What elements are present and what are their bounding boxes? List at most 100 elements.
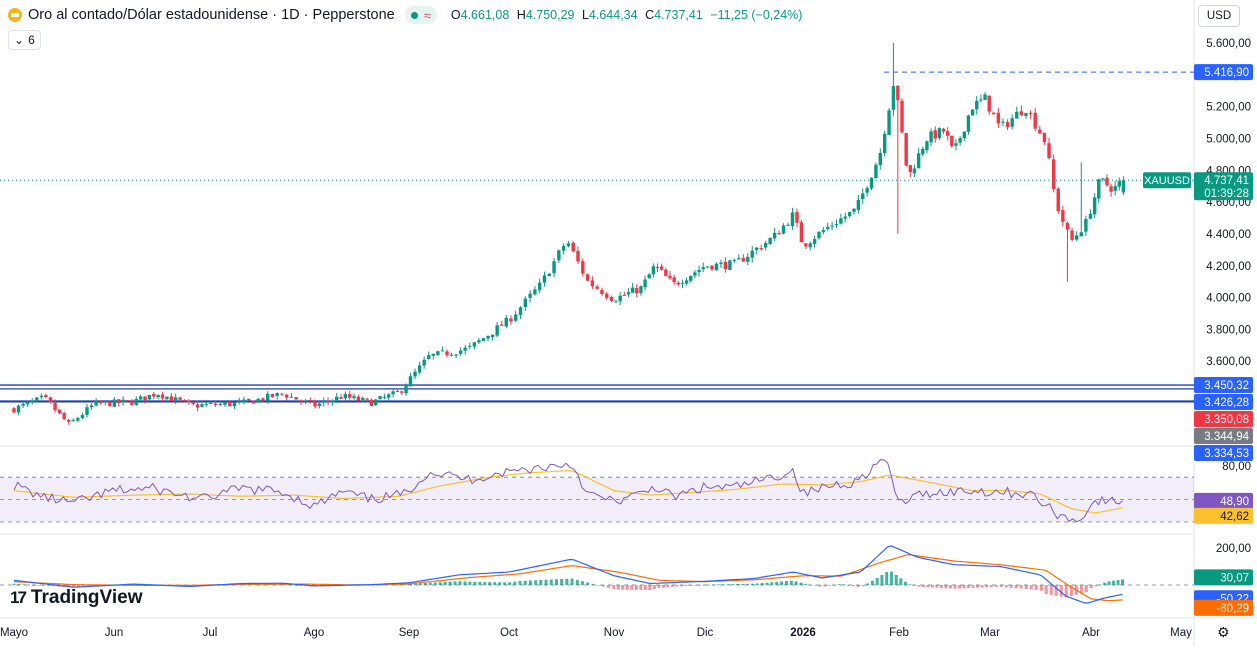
candle-body [668, 275, 672, 279]
macd-histogram-bar [1014, 585, 1018, 589]
indicators-toggle[interactable]: ⌄ 6 [8, 30, 41, 50]
price-tick-label: 4.200,00 [1206, 261, 1251, 273]
time-tick-label: 2026 [790, 627, 816, 639]
candle-body [71, 420, 76, 422]
macd-tick-label: 200,00 [1216, 543, 1251, 555]
rsi-ma-value-tag-label: 42,62 [1220, 511, 1249, 523]
macd-histogram-bar [76, 585, 80, 588]
price-tag-label: 3.426,28 [1204, 397, 1249, 409]
macd-histogram-bar [948, 585, 952, 589]
macd-histogram-bar [861, 585, 865, 587]
candle-body [571, 242, 575, 252]
symbol-title[interactable]: Oro al contado/Dólar estadounidense · 1D… [28, 7, 395, 23]
macd-histogram-bar [222, 584, 226, 586]
candle-body [618, 295, 622, 302]
candle-body [900, 100, 904, 133]
candle-body [912, 168, 917, 174]
macd-histogram-bar [818, 585, 822, 587]
macd-histogram-bar [1004, 585, 1008, 588]
macd-histogram-bar [847, 585, 851, 586]
macd-histogram-bar [707, 584, 711, 586]
macd-histogram-bar [1079, 585, 1083, 594]
rsi-ma-value-tag-bg [1194, 507, 1253, 524]
macd-histogram-bar [1044, 585, 1048, 595]
rsi-value-tag[interactable]: 48,90 [1194, 492, 1253, 509]
candle-body [689, 275, 693, 281]
macd-histogram-bar [866, 583, 870, 585]
macd-histogram-bar [999, 585, 1003, 587]
macd-signal-tag[interactable]: -80,29 [1194, 599, 1253, 616]
price-tag[interactable]: 3.350,08 [1194, 411, 1253, 428]
candle-body [1001, 121, 1005, 123]
candle-body [896, 85, 900, 101]
price-tag[interactable]: 3.334,53 [1194, 445, 1253, 462]
candle-body [251, 400, 256, 404]
candle-body [523, 298, 528, 307]
candle-body [777, 232, 781, 235]
macd-histogram-bar [784, 581, 788, 585]
last-price-value: 4.737,41 [1204, 175, 1249, 187]
candle-body [335, 396, 339, 401]
candle-body [322, 400, 326, 403]
macd-histogram-bar [448, 581, 452, 585]
candle-body [382, 396, 387, 398]
macd-histogram-bar [601, 585, 605, 587]
candle-body [878, 152, 882, 165]
macd-histogram-bar [560, 579, 564, 585]
candle-body [772, 232, 777, 239]
candle-body [941, 128, 946, 132]
macd-histogram-bar [832, 585, 836, 586]
macd-histogram-bar [612, 585, 616, 590]
candle-body [705, 266, 710, 268]
macd-histogram-bar [770, 582, 774, 585]
macd-histogram-bar [433, 582, 437, 585]
macd-histogram-bar [962, 585, 966, 589]
price-tag[interactable]: 3.450,32 [1194, 377, 1253, 394]
candle-body [1070, 230, 1074, 240]
candle-body [440, 350, 445, 352]
macd-histogram-bar [1103, 582, 1107, 585]
macd-histogram-bar [851, 585, 855, 587]
price-tag-label: 3.450,32 [1204, 380, 1249, 392]
candle-body [585, 274, 590, 281]
candle-body [590, 280, 595, 287]
candle-body [204, 403, 209, 405]
price-tag[interactable]: 5.416,90 [1194, 64, 1253, 81]
candle-body [48, 397, 53, 403]
rsi-ma-value-tag[interactable]: 42,62 [1194, 507, 1253, 524]
macd-histogram-bar [1054, 585, 1058, 596]
price-tag[interactable]: 3.426,28 [1194, 394, 1253, 411]
candle-body [30, 400, 34, 403]
macd-histogram-bar [880, 574, 884, 585]
status-wave-icon: ≈ [423, 7, 431, 23]
macd-histogram-bar [967, 585, 971, 589]
candle-body [651, 266, 656, 275]
candle-body [468, 345, 472, 347]
candle-body [812, 239, 817, 245]
candle-body [374, 399, 378, 406]
macd-histogram-bar [1094, 585, 1098, 587]
candle-body [509, 318, 513, 322]
candle-body [53, 402, 57, 411]
candle-body [821, 230, 826, 233]
tradingview-logo[interactable]: 17 TradingView [10, 587, 143, 609]
gold-symbol-icon [8, 8, 22, 22]
macd-histogram-tag[interactable]: 30,07 [1194, 569, 1253, 586]
macd-histogram-bar [875, 577, 879, 585]
candle-body [979, 99, 983, 101]
settings-gear-icon[interactable]: ⚙ [1217, 624, 1230, 640]
macd-histogram-bar [473, 581, 477, 585]
macd-histogram-bar [518, 580, 522, 585]
price-tag[interactable]: 3.344,94 [1194, 428, 1253, 445]
candle-body [80, 414, 85, 419]
market-status-pill[interactable]: ≈ [404, 6, 437, 24]
candle-body [655, 266, 660, 268]
last-price-bg [1194, 172, 1253, 201]
candle-body [996, 112, 1001, 124]
candle-body [348, 394, 352, 398]
currency-button[interactable]: USD [1198, 5, 1240, 27]
macd-histogram-bar [731, 584, 735, 585]
macd-histogram-bar [1069, 585, 1073, 596]
